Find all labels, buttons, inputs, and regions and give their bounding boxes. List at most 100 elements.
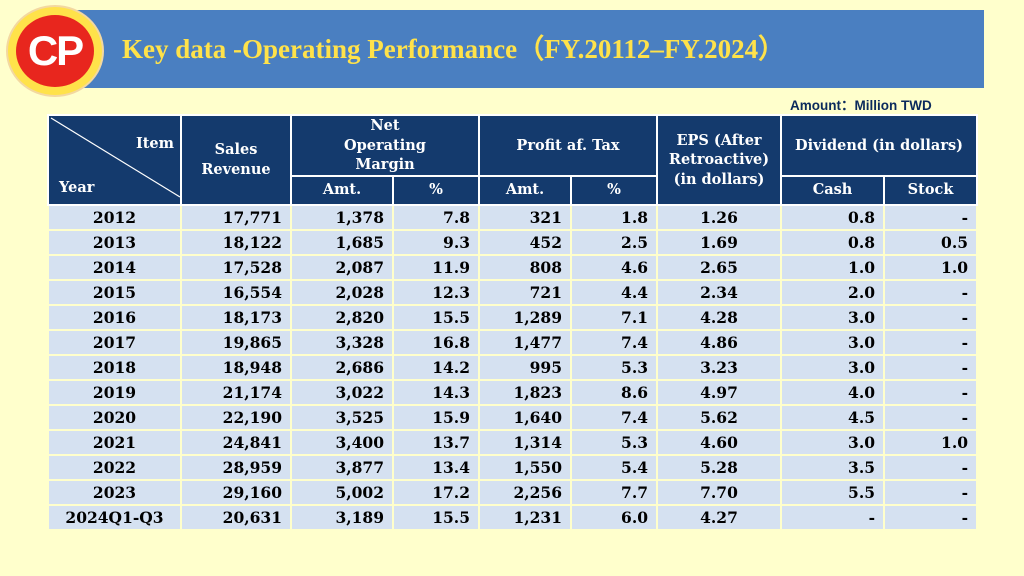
cell-pat-amt: 321 <box>478 203 572 231</box>
cell-pat-pct: 6.0 <box>569 503 659 531</box>
cell-stock-dividend: 0.5 <box>883 228 979 256</box>
cell-nom-pct: 15.5 <box>392 303 480 331</box>
cell-nom-pct: 9.3 <box>392 228 480 256</box>
cell-eps: 1.69 <box>656 228 783 256</box>
logo-text: CP <box>27 27 84 74</box>
cell-year: 2021 <box>47 428 182 456</box>
header-nom-pct: % <box>392 174 480 206</box>
cell-pat-amt: 452 <box>478 228 572 256</box>
cell-pat-amt: 721 <box>478 278 572 306</box>
cell-cash-dividend: 1.0 <box>780 253 886 281</box>
cell-pat-pct: 7.4 <box>569 403 659 431</box>
header-cash: Cash <box>780 174 886 206</box>
cell-nom-pct: 14.2 <box>392 353 480 381</box>
cell-pat-pct: 2.5 <box>569 228 659 256</box>
cell-nom-amt: 1,685 <box>290 228 394 256</box>
cell-pat-amt: 1,823 <box>478 378 572 406</box>
table-row: 2019 21,174 3,022 14.3 1,823 8.6 4.97 4.0- <box>47 378 979 406</box>
table-row: 2014 17,528 2,087 11.9 808 4.6 2.65 1.0 1.0 <box>47 253 979 281</box>
table-row: 2016 18,173 2,820 15.5 1,289 7.1 4.28 3.0- <box>47 303 979 331</box>
cell-cash-dividend: 3.0 <box>780 328 886 356</box>
header-pat-pct: % <box>569 174 659 206</box>
cell-cash-dividend: 4.0 <box>780 378 886 406</box>
cell-stock-dividend: 1.0 <box>883 428 979 456</box>
cell-eps: 1.26 <box>656 203 783 231</box>
cell-cash-dividend: 3.0 <box>780 428 886 456</box>
table-row: 2018 18,948 2,686 14.2 995 5.3 3.23 3.0- <box>47 353 979 381</box>
cell-eps: 3.23 <box>656 353 783 381</box>
cell-stock-dividend: - <box>883 328 979 356</box>
title-banner: Key data -Operating Performance（FY.20112… <box>58 10 984 88</box>
cell-year: 2018 <box>47 353 182 381</box>
cell-nom-pct: 12.3 <box>392 278 480 306</box>
cell-eps: 4.60 <box>656 428 783 456</box>
cell-sales-revenue: 21,174 <box>180 378 292 406</box>
table-body: 2012 17,771 1,378 7.8 321 1.8 1.26 0.8-2013 18,1… <box>47 203 979 531</box>
header-stock: Stock <box>883 174 979 206</box>
header-item: Item <box>135 135 174 152</box>
cell-eps: 5.28 <box>656 453 783 481</box>
cell-pat-pct: 4.6 <box>569 253 659 281</box>
header-net-operating-margin: Net Operating Margin <box>290 114 480 177</box>
cell-cash-dividend: - <box>780 503 886 531</box>
cell-year: 2019 <box>47 378 182 406</box>
header-profit-after-tax: Profit af. Tax <box>477 114 659 177</box>
cell-eps: 4.27 <box>656 503 783 531</box>
cell-pat-pct: 8.6 <box>569 378 659 406</box>
table-row: 2015 16,554 2,028 12.3 721 4.4 2.34 2.0- <box>47 278 979 306</box>
cell-sales-revenue: 17,771 <box>180 203 292 231</box>
cell-sales-revenue: 18,173 <box>180 303 292 331</box>
cell-nom-pct: 14.3 <box>392 378 480 406</box>
cell-pat-pct: 7.7 <box>569 478 659 506</box>
cell-sales-revenue: 22,190 <box>180 403 292 431</box>
table-row: 2022 28,959 3,877 13.4 1,550 5.4 5.28 3.5- <box>47 453 979 481</box>
table-row: 2012 17,771 1,378 7.8 321 1.8 1.26 0.8- <box>47 203 979 231</box>
cell-stock-dividend: - <box>883 303 979 331</box>
cell-stock-dividend: - <box>883 203 979 231</box>
cell-nom-amt: 3,022 <box>290 378 394 406</box>
cell-eps: 4.86 <box>656 328 783 356</box>
cell-year: 2013 <box>47 228 182 256</box>
cell-pat-pct: 5.4 <box>569 453 659 481</box>
cell-pat-amt: 1,289 <box>478 303 572 331</box>
cell-nom-pct: 13.4 <box>392 453 480 481</box>
table-row: 2021 24,841 3,400 13.7 1,314 5.3 4.60 3.0 1.0 <box>47 428 979 456</box>
cell-nom-amt: 3,877 <box>290 453 394 481</box>
cell-year: 2024Q1-Q3 <box>47 503 182 531</box>
cell-year: 2023 <box>47 478 182 506</box>
table-row: 2020 22,190 3,525 15.9 1,640 7.4 5.62 4.5- <box>47 403 979 431</box>
cell-nom-amt: 2,087 <box>290 253 394 281</box>
cell-cash-dividend: 3.0 <box>780 303 886 331</box>
cell-sales-revenue: 16,554 <box>180 278 292 306</box>
cell-nom-amt: 1,378 <box>290 203 394 231</box>
cell-pat-amt: 995 <box>478 353 572 381</box>
cell-pat-amt: 1,231 <box>478 503 572 531</box>
cell-sales-revenue: 24,841 <box>180 428 292 456</box>
table-row: 2017 19,865 3,328 16.8 1,477 7.4 4.86 3.0- <box>47 328 979 356</box>
cell-stock-dividend: 1.0 <box>883 253 979 281</box>
cell-pat-pct: 7.1 <box>569 303 659 331</box>
table-row: 2013 18,122 1,685 9.3 452 2.5 1.69 0.8 0.5 <box>47 228 979 256</box>
cell-pat-amt: 1,640 <box>478 403 572 431</box>
cell-year: 2020 <box>47 403 182 431</box>
logo-badge: CP <box>16 15 94 87</box>
cell-year: 2015 <box>47 278 182 306</box>
cell-stock-dividend: - <box>883 453 979 481</box>
cell-nom-pct: 11.9 <box>392 253 480 281</box>
cell-cash-dividend: 5.5 <box>780 478 886 506</box>
cell-nom-pct: 16.8 <box>392 328 480 356</box>
cell-cash-dividend: 3.0 <box>780 353 886 381</box>
cell-nom-amt: 3,189 <box>290 503 394 531</box>
cell-cash-dividend: 3.5 <box>780 453 886 481</box>
cell-cash-dividend: 4.5 <box>780 403 886 431</box>
page-title: Key data -Operating Performance（FY.20112… <box>122 34 786 64</box>
cell-eps: 2.34 <box>656 278 783 306</box>
cell-stock-dividend: - <box>883 478 979 506</box>
cell-cash-dividend: 0.8 <box>780 228 886 256</box>
cell-pat-amt: 808 <box>478 253 572 281</box>
diagonal-divider <box>50 117 181 198</box>
header-corner: Item Year <box>47 114 182 206</box>
cell-stock-dividend: - <box>883 378 979 406</box>
cell-sales-revenue: 17,528 <box>180 253 292 281</box>
cell-year: 2017 <box>47 328 182 356</box>
